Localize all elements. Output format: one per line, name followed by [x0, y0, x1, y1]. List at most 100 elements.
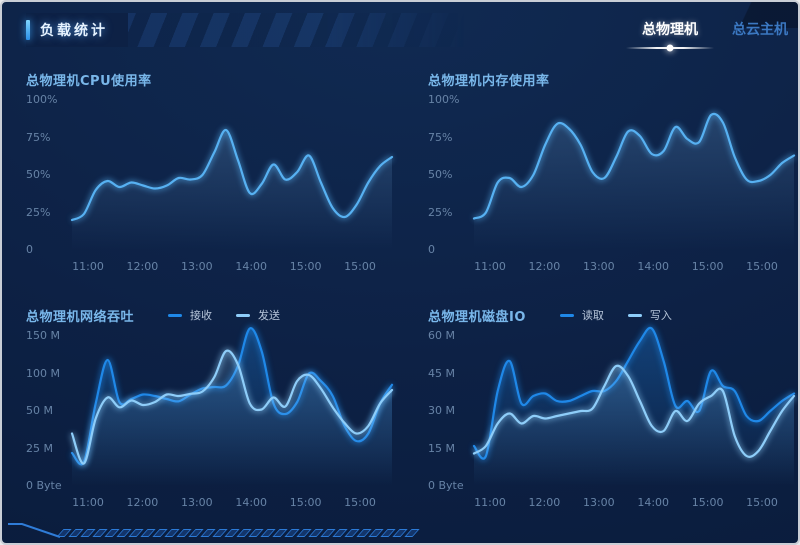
cpu-line-chart [70, 127, 394, 250]
x-tick-label: 15:00 [344, 260, 376, 273]
y-tick-label: 50% [428, 168, 453, 181]
x-tick-label: 11:00 [72, 496, 104, 509]
page-title: 负载统计 [40, 23, 108, 39]
x-axis-labels: 11:00 12:00 13:00 14:00 15:00 15:00 [474, 496, 794, 512]
y-tick-label: 100 M [26, 366, 60, 380]
y-tick-label: 75% [428, 130, 453, 144]
y-tick-label: 50% [26, 168, 51, 181]
footer-decoration [2, 520, 798, 540]
chart-title: 总物理机CPU使用率 [26, 73, 152, 89]
memory-line-chart [472, 111, 796, 250]
y-tick-label: 25 M [26, 441, 53, 455]
y-tick-label: 150 M [26, 329, 60, 342]
y-axis-labels: 100% 75% 50% 25% 0 [26, 93, 72, 256]
x-tick-label: 12:00 [126, 496, 159, 509]
legend-item-0[interactable]: 读取 [559, 307, 604, 323]
y-tick-label: 100% [26, 93, 58, 106]
tab-label: 总云主机 [732, 22, 788, 38]
chart-body: 60 M 45 M 30 M 15 M 0 Byte [428, 325, 796, 492]
chart-card-network-throughput: 总物理机网络吞吐 接收 发送 150 M 100 M 50 M 25 M 0 Byte 1… [2, 290, 404, 526]
chart-header: 总物理机网络吞吐 接收 发送 [26, 304, 392, 326]
y-tick-label: 75% [26, 130, 51, 144]
y-tick-label: 25% [428, 205, 453, 219]
y-tick-label: 0 Byte [428, 479, 464, 492]
active-tab-dot-icon [666, 44, 674, 52]
tab-total-physical-machine[interactable]: 总物理机 [626, 19, 714, 52]
chart-card-cpu-usage: 总物理机CPU使用率 100% 75% 50% 25% 0 11:00 12:00 13:0… [2, 54, 404, 290]
network-line-chart [69, 325, 395, 486]
x-tick-label: 15:00 [746, 260, 778, 273]
chart-body: 100% 75% 50% 25% 0 [428, 93, 796, 256]
legend-dash-icon [559, 313, 574, 317]
chart-card-memory-usage: 总物理机内存使用率 100% 75% 50% 25% 0 11:00 12:00 13:00… [404, 54, 798, 290]
chart-title: 总物理机网络吞吐 [26, 309, 135, 325]
x-tick-label: 14:00 [235, 260, 268, 273]
chart-legend: 读取 写入 [559, 307, 672, 323]
top-right-corner-decoration [678, 2, 798, 28]
x-tick-label: 15:00 [691, 260, 724, 273]
footer-dash [404, 529, 420, 537]
chart-header: 总物理机CPU使用率 [26, 68, 392, 90]
x-tick-label: 15:00 [746, 496, 778, 509]
legend-item-1[interactable]: 写入 [627, 307, 672, 323]
x-tick-label: 13:00 [180, 496, 213, 509]
legend-item-0[interactable]: 接收 [168, 307, 212, 323]
x-axis-labels: 11:00 12:00 13:00 14:00 15:00 15:00 [72, 496, 392, 512]
tab-label: 总物理机 [642, 22, 698, 38]
chart-header: 总物理机内存使用率 [428, 68, 794, 90]
x-tick-label: 13:00 [582, 496, 615, 509]
legend-dash-icon [627, 313, 642, 317]
y-axis-labels: 100% 75% 50% 25% 0 [428, 93, 474, 256]
y-axis-labels: 150 M 100 M 50 M 25 M 0 Byte [26, 329, 72, 492]
chart-header: 总物理机磁盘IO 读取 写入 [428, 304, 794, 326]
title-accent-bar-icon [26, 20, 30, 40]
charts-grid: 总物理机CPU使用率 100% 75% 50% 25% 0 11:00 12:00 13:0… [2, 54, 798, 526]
disk-line-chart [471, 325, 796, 486]
chart-title: 总物理机内存使用率 [428, 73, 550, 89]
x-tick-label: 15:00 [289, 496, 322, 509]
y-tick-label: 100% [428, 93, 460, 106]
x-tick-label: 11:00 [474, 260, 506, 273]
x-tick-label: 11:00 [474, 496, 506, 509]
y-tick-label: 45 M [428, 366, 455, 380]
x-tick-label: 15:00 [691, 496, 724, 509]
x-tick-label: 14:00 [637, 260, 670, 273]
legend-label: 接收 [190, 309, 213, 322]
view-tabs: 总物理机 总云主机 [626, 19, 788, 52]
legend-label: 写入 [649, 309, 672, 322]
y-tick-label: 0 [26, 243, 33, 256]
legend-label: 发送 [258, 309, 281, 322]
y-tick-label: 15 M [428, 441, 455, 455]
y-tick-label: 60 M [428, 329, 455, 342]
y-tick-label: 0 Byte [26, 479, 62, 492]
x-tick-label: 13:00 [180, 260, 213, 273]
x-tick-label: 14:00 [235, 496, 268, 509]
chart-legend: 接收 发送 [168, 307, 280, 323]
legend-dash-icon [236, 313, 251, 317]
y-tick-label: 30 M [428, 404, 455, 417]
y-tick-label: 0 [428, 243, 435, 256]
x-tick-label: 12:00 [126, 260, 159, 273]
x-tick-label: 11:00 [72, 260, 104, 273]
footer-dashes-decoration [56, 529, 420, 537]
x-tick-label: 12:00 [528, 496, 561, 509]
legend-item-1[interactable]: 发送 [236, 307, 280, 323]
chart-card-disk-io: 总物理机磁盘IO 读取 写入 60 M 45 M 30 M 15 M 0 Byte 11:… [404, 290, 798, 526]
tab-total-cloud-host[interactable]: 总云主机 [732, 19, 788, 49]
chart-body: 100% 75% 50% 25% 0 [26, 93, 394, 256]
y-tick-label: 50 M [26, 404, 53, 417]
x-tick-label: 14:00 [637, 496, 670, 509]
x-axis-labels: 11:00 12:00 13:00 14:00 15:00 15:00 [474, 260, 794, 276]
active-tab-underline [626, 44, 714, 52]
header: 负载统计 总物理机 总云主机 [2, 10, 798, 52]
x-tick-label: 15:00 [289, 260, 322, 273]
page-title-wrap: 负载统计 [26, 13, 128, 47]
x-axis-labels: 11:00 12:00 13:00 14:00 15:00 15:00 [72, 260, 392, 276]
footer-corner-line-icon [8, 523, 61, 538]
x-tick-label: 13:00 [582, 260, 615, 273]
legend-dash-icon [168, 313, 183, 317]
x-tick-label: 12:00 [528, 260, 561, 273]
x-tick-label: 15:00 [344, 496, 376, 509]
legend-label: 读取 [581, 309, 604, 322]
